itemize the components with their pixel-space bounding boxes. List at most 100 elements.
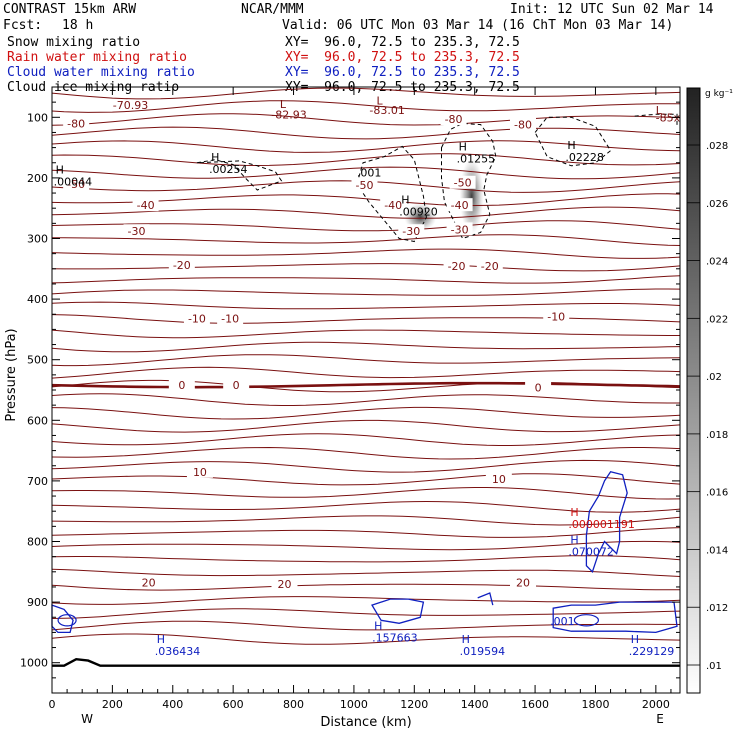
cloud-water-maximum-label: .019594	[460, 645, 506, 658]
cloud-ice-maximum-label: .00920	[399, 205, 438, 218]
y-tick-label: 800	[27, 536, 48, 549]
y-tick-label: 1000	[20, 657, 48, 670]
cloud-ice-high-marker: H	[56, 164, 64, 177]
cloud-ice-contour	[356, 145, 427, 243]
y-tick-label: 900	[27, 596, 48, 609]
label-mask	[510, 117, 536, 131]
cloud-ice-high-marker: H	[459, 141, 467, 154]
temperature-contour	[51, 406, 681, 420]
label-mask	[63, 116, 90, 130]
temperature-contour-label: -10	[547, 311, 565, 324]
x-tick-label: 2000	[642, 698, 670, 711]
temperature-contour	[51, 354, 681, 367]
temperature-contour	[51, 540, 681, 551]
temperature-contour	[51, 393, 680, 406]
rain-maximum-label: .000001191	[568, 518, 634, 531]
temperature-contour-label: 20	[277, 578, 291, 591]
temperature-contour-label: 0	[178, 379, 185, 392]
cloud-ice-maximum-label: .02228	[565, 151, 604, 164]
freezing-level-contour	[51, 381, 681, 389]
temperature-contour-label: -30	[402, 225, 420, 238]
x-tick-label: 1400	[461, 698, 489, 711]
cloud-ice-maximum-label: .01255	[457, 153, 496, 166]
label-mask	[446, 222, 473, 236]
ground-line	[52, 657, 680, 667]
cloud-water-contour	[371, 598, 425, 624]
temperature-contour	[51, 341, 681, 353]
temperature-contour-label: -10	[188, 312, 206, 325]
y-tick-label: 500	[27, 354, 48, 367]
temperature-contour	[51, 301, 681, 310]
x-tick-label: 1800	[581, 698, 609, 711]
low-marker: L	[280, 98, 287, 111]
label-mask	[485, 472, 512, 486]
x-tick-label: 1600	[521, 698, 549, 711]
cloud-water-field-name: Cloud water mixing ratio	[7, 65, 195, 80]
temperature-contour	[51, 568, 681, 577]
temperature-contour-label: 0	[233, 379, 240, 392]
temperature-contour	[51, 433, 681, 446]
temperature-contour	[51, 527, 681, 538]
x-tick-label: 1000	[340, 698, 368, 711]
label-mask	[510, 575, 536, 589]
colorbar-tick-label: .028	[706, 141, 728, 152]
label-mask	[398, 224, 425, 238]
y-tick-label: 600	[27, 414, 48, 427]
model-title: CONTRAST 15km ARW	[3, 2, 137, 17]
temperature-contour	[51, 248, 681, 259]
label-mask	[123, 224, 150, 238]
temperature-contour-label: -30	[451, 223, 469, 236]
forecast-label: Fcst:	[3, 18, 43, 33]
temperature-contour	[51, 166, 681, 180]
center-title: NCAR/MMM	[241, 2, 304, 17]
cloud-ice-high-marker: H	[567, 139, 575, 152]
x-tick-label: 400	[162, 698, 183, 711]
temperature-contour-label: -40	[451, 199, 469, 212]
temperature-contour	[51, 329, 680, 339]
temperature-contour	[51, 140, 681, 153]
temperature-contour-label: -40	[384, 199, 402, 212]
cloud-water-high-marker: H	[374, 619, 382, 632]
y-tick-label: 200	[27, 172, 48, 185]
temperature-contour-label: -80	[67, 117, 85, 130]
temperature-contour	[51, 126, 681, 140]
label-mask	[443, 258, 470, 272]
colorbar-tick-label: .01	[706, 661, 722, 672]
cloud-water-contour	[477, 592, 494, 606]
cloud-water-high-marker: H	[570, 533, 578, 546]
temperature-contour-label: -40	[137, 199, 155, 212]
cloud-ice-maximum-label: .00044	[54, 176, 93, 189]
temperature-contour	[51, 419, 681, 433]
colorbar-tick-label: .018	[706, 430, 728, 441]
temperature-contour-label: 10	[193, 466, 207, 479]
temperature-contour-label: 20	[142, 577, 156, 590]
temperature-extreme-label: -83.01	[369, 104, 404, 117]
label-mask	[168, 378, 195, 392]
temperature-contour-label: 20	[516, 577, 530, 590]
cloud-ice-contour-label: .001	[357, 167, 382, 180]
cloud-ice-high-marker: H	[401, 193, 409, 206]
temperature-contour	[51, 608, 681, 619]
cloud-water-field-xy: XY= 96.0, 72.5 to 235.3, 72.5	[285, 65, 520, 80]
cloud-ice-contour	[634, 113, 678, 127]
label-mask	[217, 311, 244, 325]
temperature-contour	[51, 263, 681, 272]
y-tick-label: 300	[27, 233, 48, 246]
colorbar-tick-label: .026	[706, 199, 728, 210]
rain-high-marker: H	[570, 506, 578, 519]
label-mask	[380, 198, 407, 212]
temperature-contour-label: -80	[445, 113, 463, 126]
temperature-contour	[51, 515, 681, 526]
cloud-water-contour	[585, 471, 628, 574]
colorbar-tick-label: .014	[706, 545, 728, 556]
temperature-contour	[51, 500, 681, 513]
temperature-contour-label: -50	[67, 178, 85, 191]
cloud-water-maximum-label: .229129	[629, 645, 675, 658]
snow-field-name: Snow mixing ratio	[7, 35, 141, 50]
label-mask	[183, 311, 210, 325]
temperature-extreme-label: -82.93	[271, 108, 306, 121]
init-time: Init: 12 UTC Sun 02 Mar 14	[510, 2, 714, 17]
temperature-contour	[51, 314, 681, 324]
cloud-water-maximum-label: .036434	[155, 645, 201, 658]
